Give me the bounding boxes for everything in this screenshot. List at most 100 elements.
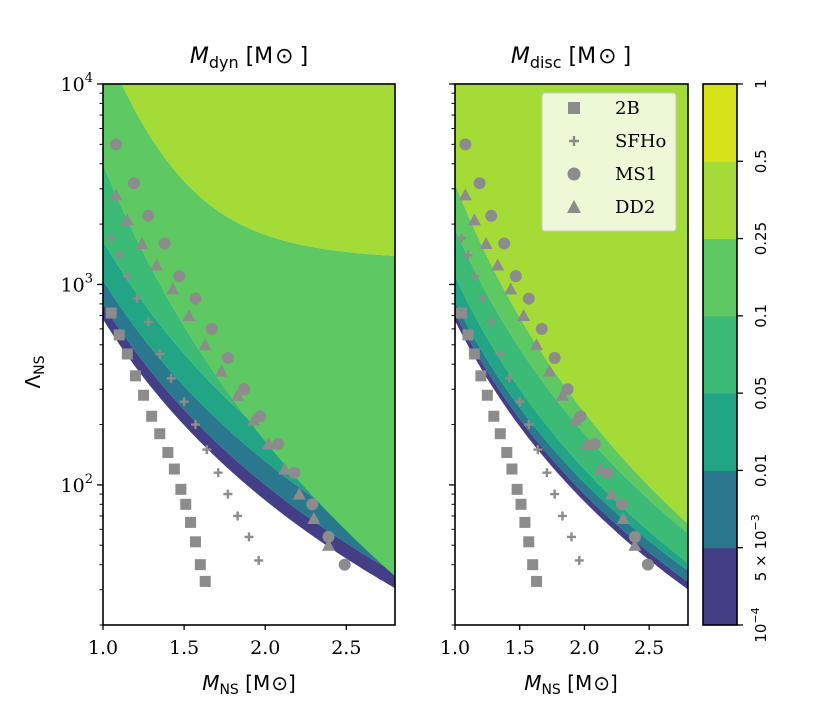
marker-sfho xyxy=(463,250,473,260)
x-tick-label: 2.5 xyxy=(634,637,664,659)
marker-2b xyxy=(146,410,158,422)
marker-sfho xyxy=(550,489,560,499)
contour-band-1 xyxy=(103,303,395,589)
right-ticks: 1.0 1.5 2.0 2.5 xyxy=(440,83,664,659)
marker-sfho xyxy=(515,397,525,407)
left-ticks: 1.0 1.5 2.0 2.5 102 103 104 xyxy=(61,71,362,659)
marker-ms1 xyxy=(272,437,285,450)
marker-ms1 xyxy=(509,270,522,283)
marker-sfho xyxy=(106,233,116,243)
colorbar-tick-label: 0.05 xyxy=(752,376,770,409)
y-tick-label: 103 xyxy=(61,271,93,296)
colorbar-band-4 xyxy=(703,315,737,394)
marker-sfho xyxy=(213,468,223,478)
marker-ms1 xyxy=(522,292,535,305)
left-axes-frame xyxy=(102,83,396,626)
marker-2b xyxy=(121,348,133,360)
marker-2b xyxy=(511,483,523,495)
legend: 2B SFHo MS1 DD2 xyxy=(541,92,677,232)
marker-2b xyxy=(462,329,474,341)
marker-dd2 xyxy=(182,308,196,321)
marker-2b xyxy=(162,447,174,459)
marker-2b xyxy=(475,370,487,382)
marker-dd2 xyxy=(555,388,569,401)
marker-2b xyxy=(531,575,543,587)
colorbar-band-3 xyxy=(703,393,737,471)
marker-ms1 xyxy=(238,383,251,396)
legend-label: MS1 xyxy=(615,164,657,185)
marker-sfho xyxy=(114,250,124,260)
marker-dd2 xyxy=(231,388,245,401)
marker-dd2 xyxy=(120,213,134,226)
marker-dd2 xyxy=(321,538,335,551)
colorbar: 10−4 5 × 10−3 0.01 0.05 0.1 0.25 0.5 1 xyxy=(702,79,770,643)
marker-2b xyxy=(185,516,197,528)
marker-sfho xyxy=(504,373,514,383)
marker-2b xyxy=(105,307,117,319)
right-title: Mdisc [M⊙] xyxy=(511,44,631,72)
marker-ms1 xyxy=(561,383,574,396)
marker-sfho xyxy=(233,511,243,521)
marker-2b xyxy=(519,516,531,528)
marker-sfho xyxy=(495,349,505,359)
right-markers xyxy=(455,138,654,587)
contour-band-5 xyxy=(103,84,395,577)
marker-sfho xyxy=(179,397,189,407)
marker-ms1 xyxy=(498,237,511,250)
colorbar-band-1 xyxy=(703,547,737,626)
marker-ms1 xyxy=(205,322,218,335)
marker-2b xyxy=(501,447,513,459)
colorbar-tick-label: 10−4 xyxy=(749,607,770,642)
marker-dd2 xyxy=(580,437,594,450)
marker-dd2 xyxy=(530,338,544,351)
marker-sfho xyxy=(486,317,496,327)
marker-2b xyxy=(506,463,518,475)
marker-sfho xyxy=(254,555,264,565)
marker-dd2 xyxy=(504,282,518,295)
left-panel: 1.0 1.5 2.0 2.5 102 103 104 Mdyn [M⊙] MNS [M⊙]… xyxy=(21,44,396,698)
legend-label: SFHo xyxy=(615,131,666,152)
legend-marker-2b xyxy=(568,102,580,114)
x-tick-label: 1.5 xyxy=(505,637,535,659)
marker-2b xyxy=(523,536,535,548)
marker-ms1 xyxy=(459,138,472,151)
marker-ms1 xyxy=(189,292,202,305)
contour-band-6 xyxy=(121,84,395,256)
legend-marker-dd2 xyxy=(567,200,581,213)
marker-2b xyxy=(494,428,506,440)
legend-label: 2B xyxy=(615,98,640,119)
left-ylabel: ΛNS xyxy=(21,355,48,388)
legend-label: DD2 xyxy=(615,197,655,218)
marker-ms1 xyxy=(535,322,548,335)
marker-sfho xyxy=(190,420,200,430)
colorbar-tick-label: 0.1 xyxy=(752,304,770,328)
marker-dd2 xyxy=(616,511,630,524)
marker-ms1 xyxy=(142,209,155,222)
marker-sfho xyxy=(244,532,254,542)
marker-dd2 xyxy=(542,364,556,377)
marker-2b xyxy=(199,575,211,587)
legend-marker-sfho xyxy=(569,136,579,146)
marker-dd2 xyxy=(166,282,180,295)
colorbar-tick-label: 0.01 xyxy=(752,454,770,487)
contour-band-2 xyxy=(455,301,688,582)
marker-sfho xyxy=(557,511,567,521)
colorbar-band-7 xyxy=(703,84,737,162)
marker-dd2 xyxy=(214,364,228,377)
marker-dd2 xyxy=(467,213,481,226)
marker-sfho xyxy=(456,233,466,243)
marker-dd2 xyxy=(261,437,275,450)
marker-dd2 xyxy=(458,188,472,201)
marker-dd2 xyxy=(278,462,292,475)
colorbar-frame xyxy=(702,83,738,626)
marker-sfho xyxy=(469,271,479,281)
marker-2b xyxy=(180,498,192,510)
marker-sfho xyxy=(155,349,165,359)
marker-2b xyxy=(138,389,150,401)
marker-2b xyxy=(515,498,527,510)
marker-dd2 xyxy=(109,188,123,201)
x-tick-label: 1.5 xyxy=(169,637,199,659)
marker-sfho xyxy=(143,317,153,327)
marker-dd2 xyxy=(150,258,164,271)
